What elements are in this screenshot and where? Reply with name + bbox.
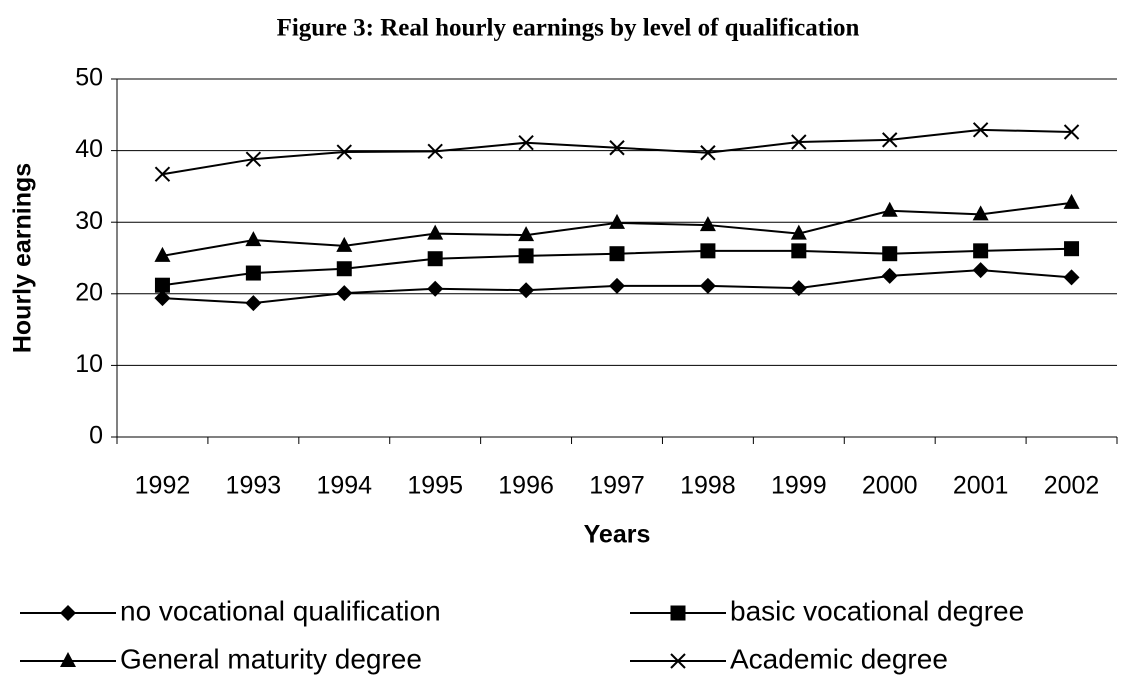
series-line — [162, 128, 1072, 176]
marker — [427, 251, 443, 267]
marker — [427, 280, 444, 297]
marker — [791, 134, 807, 150]
marker — [972, 262, 989, 279]
marker — [518, 226, 535, 242]
marker — [791, 243, 807, 259]
marker — [972, 122, 989, 138]
marker — [670, 653, 686, 669]
y-tick-label: 20 — [75, 278, 103, 306]
y-tick-label: 0 — [89, 422, 103, 450]
marker — [881, 201, 898, 217]
marker — [609, 246, 625, 262]
marker — [1063, 269, 1080, 286]
x-tick-label: 2000 — [862, 472, 918, 500]
marker — [609, 140, 625, 156]
marker — [700, 145, 716, 161]
marker — [973, 243, 989, 259]
x-tick-label: 1999 — [771, 472, 827, 500]
x-tick-label: 1994 — [316, 472, 372, 500]
y-tick-label: 10 — [75, 350, 103, 378]
x-tick-label: 1992 — [135, 472, 191, 500]
marker — [245, 231, 262, 247]
marker — [427, 224, 444, 240]
y-axis-label: Hourly earnings — [9, 163, 37, 353]
marker — [972, 205, 989, 221]
marker — [245, 265, 261, 281]
legend-entry: no vocational qualification — [20, 595, 441, 626]
legend-entry: basic vocational degree — [630, 595, 1024, 626]
x-tick-label: 1998 — [680, 472, 736, 500]
marker — [245, 151, 262, 167]
marker — [609, 213, 625, 229]
x-tick-label: 1995 — [407, 472, 463, 500]
legend-label: basic vocational degree — [730, 595, 1024, 626]
legend-label: Academic degree — [730, 643, 948, 674]
x-axis-label: Years — [584, 521, 651, 549]
marker — [336, 261, 352, 277]
x-tick-label: 1997 — [589, 472, 645, 500]
marker — [336, 144, 352, 160]
marker — [700, 243, 716, 259]
marker — [609, 277, 625, 294]
legend-entry: General maturity degree — [20, 643, 422, 674]
marker — [60, 652, 76, 667]
legend-label: General maturity degree — [120, 643, 422, 674]
x-tick-label: 1996 — [498, 472, 554, 500]
chart-title: Figure 3: Real hourly earnings by level … — [277, 15, 860, 42]
marker — [1063, 124, 1080, 140]
marker — [699, 216, 716, 232]
legend-label: no vocational qualification — [120, 595, 441, 626]
marker — [154, 290, 171, 307]
marker — [699, 277, 716, 294]
marker — [881, 267, 898, 284]
x-tick-label: 2002 — [1044, 472, 1100, 500]
y-tick-label: 30 — [75, 207, 103, 235]
marker — [882, 132, 898, 148]
x-tick-label: 1993 — [226, 472, 282, 500]
marker — [670, 605, 686, 621]
marker — [427, 143, 443, 160]
marker — [245, 295, 262, 312]
marker — [1063, 193, 1080, 209]
marker — [790, 224, 807, 240]
x-tick-label: 2001 — [953, 472, 1009, 500]
marker — [1064, 241, 1080, 257]
legend-entry: Academic degree — [630, 643, 948, 674]
marker — [790, 280, 807, 297]
marker — [154, 246, 171, 262]
marker — [882, 246, 898, 262]
marker — [336, 285, 353, 302]
y-tick-label: 40 — [75, 135, 103, 163]
marker — [518, 135, 534, 151]
marker — [60, 605, 76, 621]
marker — [518, 282, 535, 299]
y-tick-label: 50 — [75, 64, 103, 92]
marker — [336, 236, 353, 252]
marker — [518, 248, 534, 264]
marker — [154, 277, 170, 293]
marker — [154, 166, 171, 182]
